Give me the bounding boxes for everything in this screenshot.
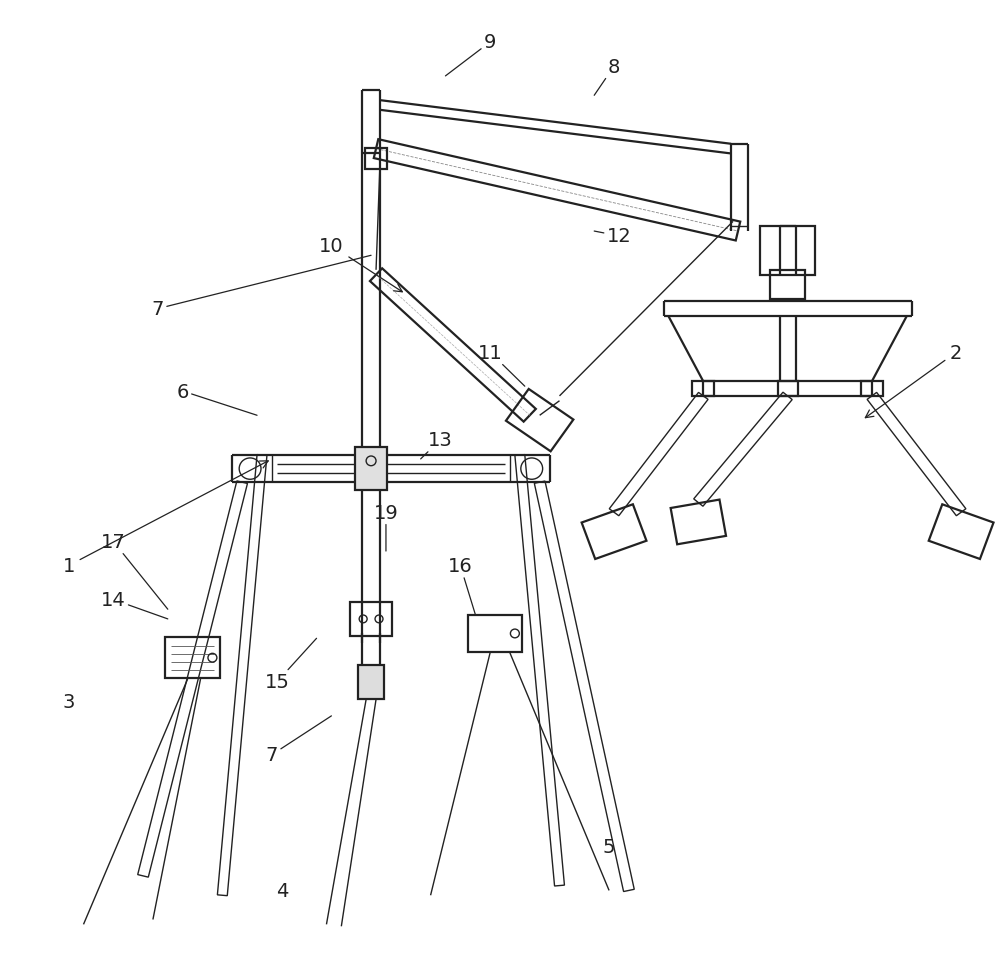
Text: 13: 13 (421, 431, 453, 459)
Bar (358, 665, 384, 700)
Text: 2: 2 (865, 343, 962, 418)
Bar (506, 390, 573, 451)
Bar (778, 382, 798, 397)
Text: 15: 15 (264, 639, 317, 692)
Text: 1: 1 (62, 461, 268, 575)
Text: 7: 7 (152, 256, 371, 319)
Bar (365, 149, 387, 170)
Text: 5: 5 (603, 837, 615, 857)
Bar (165, 638, 220, 678)
Bar (355, 447, 387, 490)
Text: 14: 14 (101, 590, 168, 619)
Bar (350, 602, 392, 636)
Text: 10: 10 (319, 236, 402, 292)
Bar (760, 227, 815, 276)
Text: 17: 17 (101, 532, 168, 610)
Text: 4: 4 (276, 881, 288, 900)
Bar (861, 382, 883, 397)
Text: 16: 16 (448, 557, 475, 615)
Text: 3: 3 (62, 692, 75, 711)
Bar (692, 382, 714, 397)
Text: 7: 7 (266, 716, 331, 764)
Bar (671, 500, 726, 545)
Text: 12: 12 (594, 228, 631, 246)
Text: 8: 8 (594, 58, 620, 96)
Text: 6: 6 (176, 382, 257, 416)
Text: 11: 11 (478, 343, 525, 387)
Bar (929, 505, 994, 560)
Bar (770, 271, 805, 300)
Bar (582, 505, 646, 560)
Bar (468, 616, 522, 653)
Text: 9: 9 (445, 33, 496, 77)
Text: 19: 19 (374, 503, 398, 551)
